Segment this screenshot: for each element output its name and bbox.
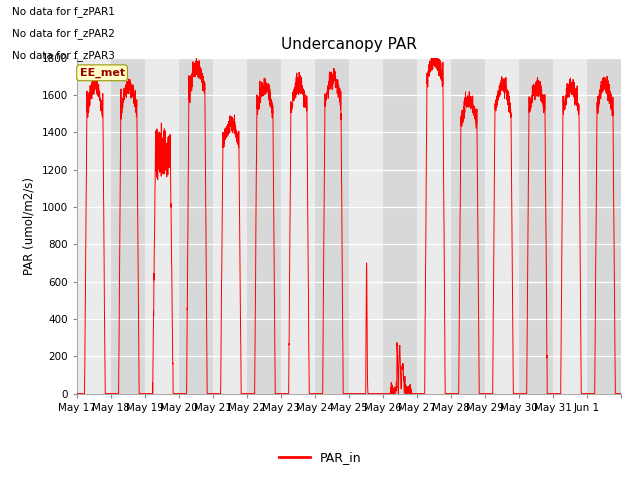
Text: EE_met: EE_met [79, 68, 125, 78]
Text: No data for f_zPAR2: No data for f_zPAR2 [12, 28, 115, 39]
Bar [349, 58, 383, 394]
Bar [315, 58, 349, 394]
Bar [451, 58, 485, 394]
Bar [111, 58, 145, 394]
Bar [587, 58, 621, 394]
Bar [417, 58, 451, 394]
Bar [179, 58, 212, 394]
Text: No data for f_zPAR1: No data for f_zPAR1 [12, 6, 115, 17]
Bar [281, 58, 315, 394]
Bar [77, 58, 111, 394]
Legend: PAR_in: PAR_in [273, 446, 367, 469]
Y-axis label: PAR (umol/m2/s): PAR (umol/m2/s) [23, 177, 36, 275]
Bar [212, 58, 247, 394]
Bar [247, 58, 281, 394]
Bar [485, 58, 519, 394]
Bar [145, 58, 179, 394]
Title: Undercanopy PAR: Undercanopy PAR [281, 37, 417, 52]
Bar [383, 58, 417, 394]
Bar [553, 58, 587, 394]
Text: No data for f_zPAR3: No data for f_zPAR3 [12, 49, 115, 60]
Bar [519, 58, 553, 394]
